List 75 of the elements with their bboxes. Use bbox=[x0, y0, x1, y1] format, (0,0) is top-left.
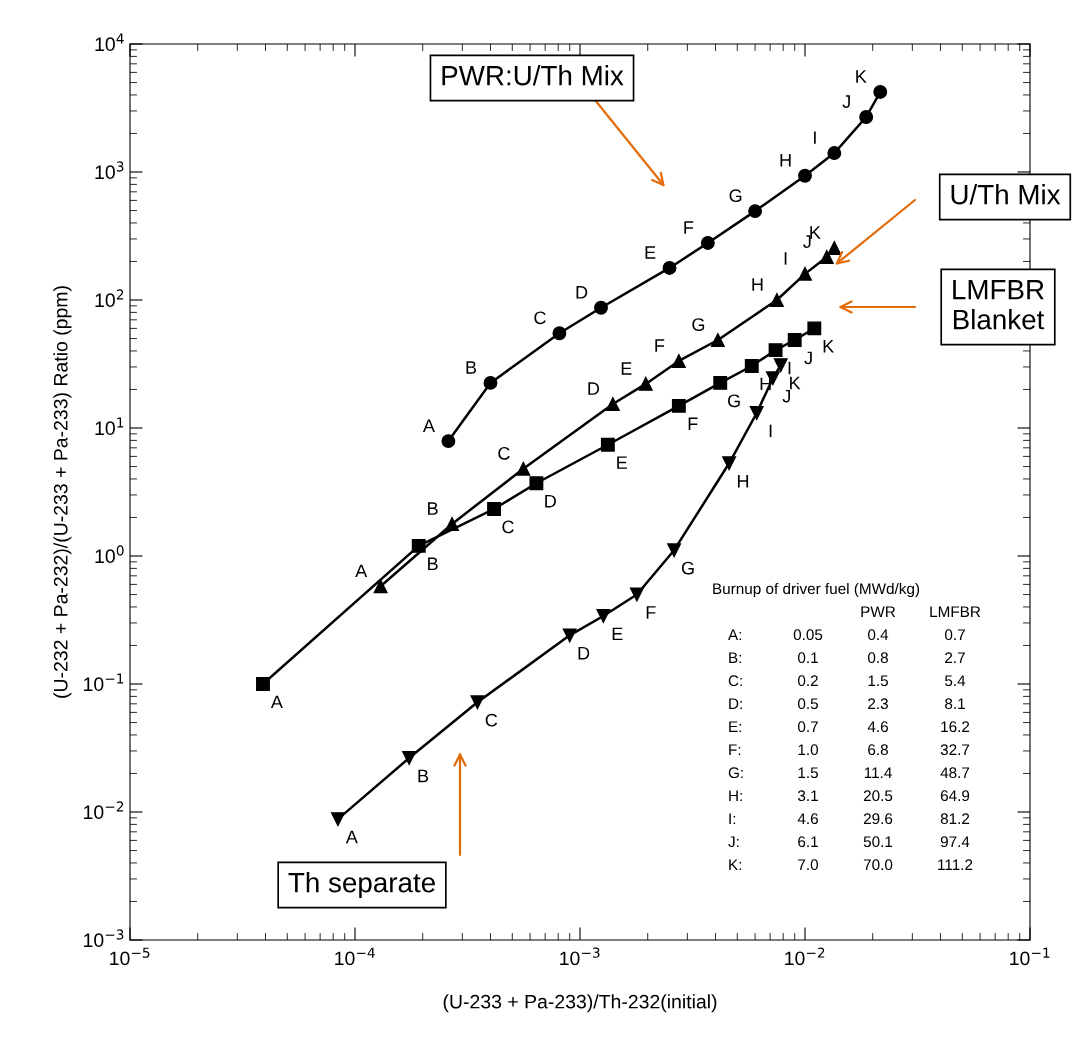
data-label: G bbox=[681, 561, 694, 575]
data-label: E bbox=[612, 627, 623, 641]
text: Th separate bbox=[288, 872, 435, 898]
data-label: F bbox=[655, 339, 665, 352]
data-label: I bbox=[814, 131, 816, 144]
data-label: D bbox=[588, 382, 600, 395]
text: H: 3.1 20.5 64.9 bbox=[729, 790, 970, 802]
data-label: J bbox=[782, 389, 790, 403]
data-label: C bbox=[498, 446, 510, 460]
legend-label: PWR:U/Th Mix bbox=[442, 65, 624, 86]
data-label: E bbox=[645, 246, 656, 259]
y-tick-label: 10$^{1}$ bbox=[95, 417, 124, 436]
y-tick-label: 10$^{4}$ bbox=[95, 33, 124, 52]
text: PWR LMFBR bbox=[861, 606, 981, 617]
x-tick-label: 10$^{−5}$ bbox=[110, 947, 150, 966]
annotation: Burnup of driver fuel (MWd/kg) bbox=[713, 582, 920, 598]
text: I: 4.6 29.6 81.2 bbox=[729, 813, 970, 825]
data-label: D bbox=[545, 494, 556, 508]
y-tick-label: 10$^{−1}$ bbox=[84, 673, 124, 692]
text: F: 1.0 6.8 32.7 bbox=[729, 744, 970, 756]
data-label: A bbox=[355, 564, 368, 578]
data-label: E bbox=[621, 362, 632, 375]
x-tick-label: 10$^{−3}$ bbox=[560, 947, 600, 966]
data-label: I bbox=[788, 361, 791, 375]
data-label: B bbox=[428, 557, 438, 570]
data-label: G bbox=[729, 189, 742, 203]
data-label: G bbox=[692, 318, 705, 331]
data-label: A bbox=[270, 695, 283, 709]
text: E: 0.7 4.6 16.2 bbox=[729, 721, 970, 733]
data-label: F bbox=[688, 417, 698, 430]
data-label: J bbox=[804, 351, 812, 365]
data-label: E bbox=[617, 456, 627, 469]
data-label: I bbox=[784, 252, 787, 265]
data-label: D bbox=[576, 286, 588, 299]
legend-label: U/Th Mix bbox=[951, 184, 1061, 205]
text: J: 6.1 50.1 97.4 bbox=[728, 836, 970, 848]
data-label: K bbox=[810, 226, 821, 239]
data-label: K bbox=[823, 340, 835, 353]
data-label: J bbox=[842, 95, 850, 108]
x-axis-title: (U-233 + Pa-233)/Th-232(initial) bbox=[443, 994, 717, 1013]
y-tick-label: 10$^{−3}$ bbox=[84, 929, 124, 948]
data-label: I bbox=[769, 424, 772, 438]
legend-label: LMFBR Blanket bbox=[953, 280, 1045, 330]
data-label: K bbox=[856, 70, 867, 83]
x-tick-label: 10$^{−4}$ bbox=[335, 947, 375, 966]
data-label: D bbox=[578, 647, 590, 660]
data-label: A bbox=[422, 419, 435, 432]
data-label: C bbox=[502, 520, 514, 534]
text: G: 1.5 11.4 48.7 bbox=[728, 767, 970, 779]
y-axis-title: (U-232 + Pa-232)/(U-233 + Pa-233) Ratio (ppm) bbox=[53, 286, 72, 698]
y-tick-label: 10$^{3}$ bbox=[95, 161, 124, 180]
x-tick-label: 10$^{−1}$ bbox=[1010, 947, 1050, 966]
data-label: H bbox=[737, 474, 749, 488]
data-label: C bbox=[485, 713, 498, 727]
data-label: B bbox=[428, 502, 438, 515]
data-label: F bbox=[646, 606, 656, 619]
y-tick-label: 10$^{0}$ bbox=[95, 545, 124, 564]
text: K: 7.0 70.0 111.2 bbox=[729, 859, 973, 871]
x-tick-label: 10$^{−2}$ bbox=[785, 947, 825, 966]
data-label: A bbox=[345, 830, 358, 844]
text: C: 0.2 1.5 5.4 bbox=[728, 675, 966, 687]
data-label: J bbox=[803, 235, 811, 248]
text: A: 0.05 0.4 0.7 bbox=[728, 629, 965, 641]
data-label: B bbox=[418, 769, 429, 783]
data-label: C bbox=[534, 311, 546, 325]
data-label: G bbox=[728, 394, 740, 408]
y-tick-label: 10$^{−2}$ bbox=[84, 801, 124, 820]
data-label: K bbox=[790, 376, 801, 390]
data-label: B bbox=[466, 361, 477, 374]
data-label: H bbox=[780, 154, 791, 167]
text: B: 0.1 0.8 2.7 bbox=[729, 652, 965, 664]
text: D: 0.5 2.3 8.1 bbox=[729, 698, 965, 710]
data-label: F bbox=[684, 221, 694, 234]
y-tick-label: 10$^{2}$ bbox=[95, 289, 124, 308]
data-label: H bbox=[752, 278, 763, 291]
